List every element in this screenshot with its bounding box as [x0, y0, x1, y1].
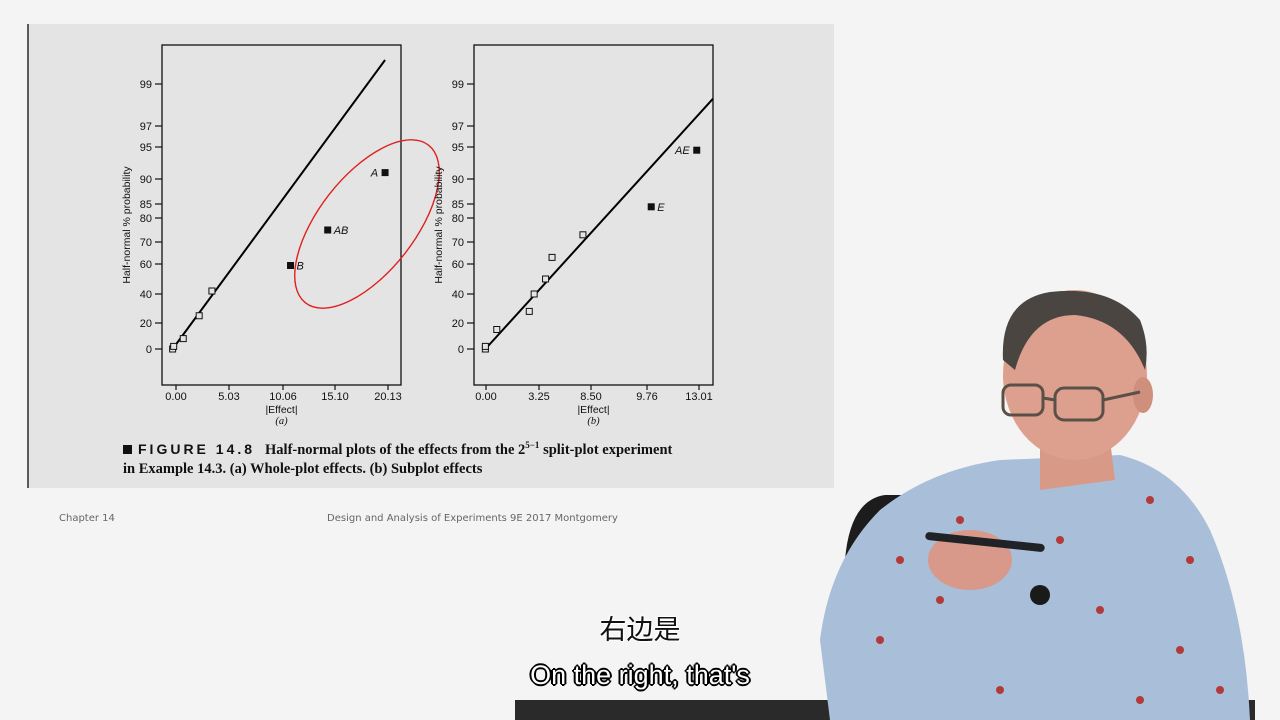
y-tick-label: 95: [452, 142, 464, 154]
ear-shape: [1133, 377, 1153, 413]
y-axis-label: Half-normal % probability: [121, 166, 133, 284]
data-point-open: [530, 290, 538, 298]
point-label: B: [297, 261, 304, 273]
pen-shape: [925, 532, 1045, 552]
point-label: A: [370, 168, 378, 180]
glasses-shape: [1001, 383, 1141, 422]
panel-label: (a): [275, 416, 288, 427]
y-tick-label: 85: [452, 199, 464, 211]
slide-figure: 0 20 40 60 70 80 85 90 95 97 99 0.00 5.03 10.06 15.10 2…: [27, 24, 834, 488]
microphone-shape: [1030, 585, 1050, 605]
y-tick-label: 90: [140, 174, 152, 186]
caption-line1-suffix: split-plot experiment: [539, 441, 673, 458]
data-point-filled: [287, 262, 295, 269]
y-tick-label: 97: [452, 121, 464, 133]
subtitle-chinese: 右边是: [599, 615, 681, 646]
x-tick-label: 15.10: [321, 391, 349, 403]
data-point-open: [170, 342, 178, 350]
x-tick-label: 13.01: [685, 391, 713, 403]
y-tick-label: 90: [452, 174, 464, 186]
point-label: E: [657, 202, 665, 214]
data-point-open: [195, 312, 203, 320]
y-tick-label: 40: [140, 289, 152, 301]
data-point-open: [542, 275, 550, 283]
point-label: AB: [333, 225, 349, 237]
desk-shape: [515, 700, 1255, 720]
data-point-filled: [647, 203, 655, 211]
caption-line2: in Example 14.3. (a) Whole-plot effects.…: [123, 460, 483, 477]
x-axis-label: |Effect|: [265, 404, 297, 416]
y-tick-label: 70: [140, 237, 152, 249]
y-tick-label: 20: [452, 318, 464, 330]
y-tick-label: 99: [452, 79, 464, 91]
annotation-circle: [294, 139, 440, 309]
data-point-filled: [693, 146, 701, 154]
y-tick-label: 99: [140, 79, 152, 91]
subtitle-english: On the right, that's: [530, 660, 750, 690]
y-axis-label: Half-normal % probability: [433, 166, 445, 284]
fit-line: [484, 98, 714, 350]
y-tick-label: 97: [140, 121, 152, 133]
footer-chapter: Chapter 14: [59, 513, 115, 524]
x-axis-label: |Effect|: [577, 404, 609, 416]
y-tick-label: 60: [140, 259, 152, 271]
caption-superscript: 5−1: [525, 440, 540, 450]
neck-shape: [1040, 440, 1115, 490]
half-normal-plots: 0 20 40 60 70 80 85 90 95 97 99 0.00 5.03 10.06 15.10 2…: [121, 44, 714, 427]
data-point-open: [481, 342, 489, 350]
x-tick-label: 20.13: [374, 391, 402, 403]
data-point-open: [208, 287, 216, 295]
data-point-filled: [324, 226, 332, 234]
y-tick-label: 95: [140, 142, 152, 154]
y-tick-label: 40: [452, 289, 464, 301]
point-label: AE: [674, 145, 690, 157]
data-point-open: [525, 307, 533, 315]
y-tick-label: 60: [452, 259, 464, 271]
y-tick-label: 0: [458, 344, 464, 356]
plot-panel-b: 0 20 40 60 70 80 85 90 95 97 99 0.00 3.25 8.50 9.76 13.…: [433, 44, 714, 427]
caption-line1-prefix: Half-normal plots of the effects from th…: [265, 441, 526, 458]
x-tick-label: 10.06: [269, 391, 297, 403]
x-tick-label: 5.03: [218, 391, 239, 403]
plot-frame: [161, 44, 402, 386]
data-point-filled: [381, 169, 389, 177]
y-tick-label: 85: [140, 199, 152, 211]
panel-label: (b): [587, 416, 600, 427]
x-tick-label: 9.76: [636, 391, 657, 403]
x-tick-label: 3.25: [528, 391, 549, 403]
y-tick-label: 80: [452, 213, 464, 225]
x-tick-label: 0.00: [165, 391, 186, 403]
y-tick-label: 80: [140, 213, 152, 225]
data-point-open: [179, 335, 187, 343]
data-point-open: [548, 253, 556, 261]
footer-book-title: Design and Analysis of Experiments 9E 20…: [327, 513, 618, 524]
caption-bullet: [123, 444, 132, 454]
figure-caption: FIGURE 14.8 Half-normal plots of the effe…: [123, 436, 813, 479]
plot-panel-a: 0 20 40 60 70 80 85 90 95 97 99 0.00 5.03 10.06 15.10 2…: [121, 44, 440, 427]
plot-frame: [473, 44, 714, 386]
data-point-open: [493, 326, 501, 333]
hair-shape: [1002, 290, 1147, 370]
x-tick-label: 8.50: [580, 391, 601, 403]
y-tick-label: 0: [146, 344, 152, 356]
data-point-open: [579, 231, 587, 239]
y-tick-label: 70: [452, 237, 464, 249]
fit-line: [171, 59, 386, 350]
hand-shape: [928, 530, 1012, 590]
figure-number: FIGURE 14.8: [138, 440, 256, 457]
y-tick-label: 20: [140, 318, 152, 330]
head-shape: [1003, 290, 1147, 460]
x-tick-label: 0.00: [475, 391, 496, 403]
